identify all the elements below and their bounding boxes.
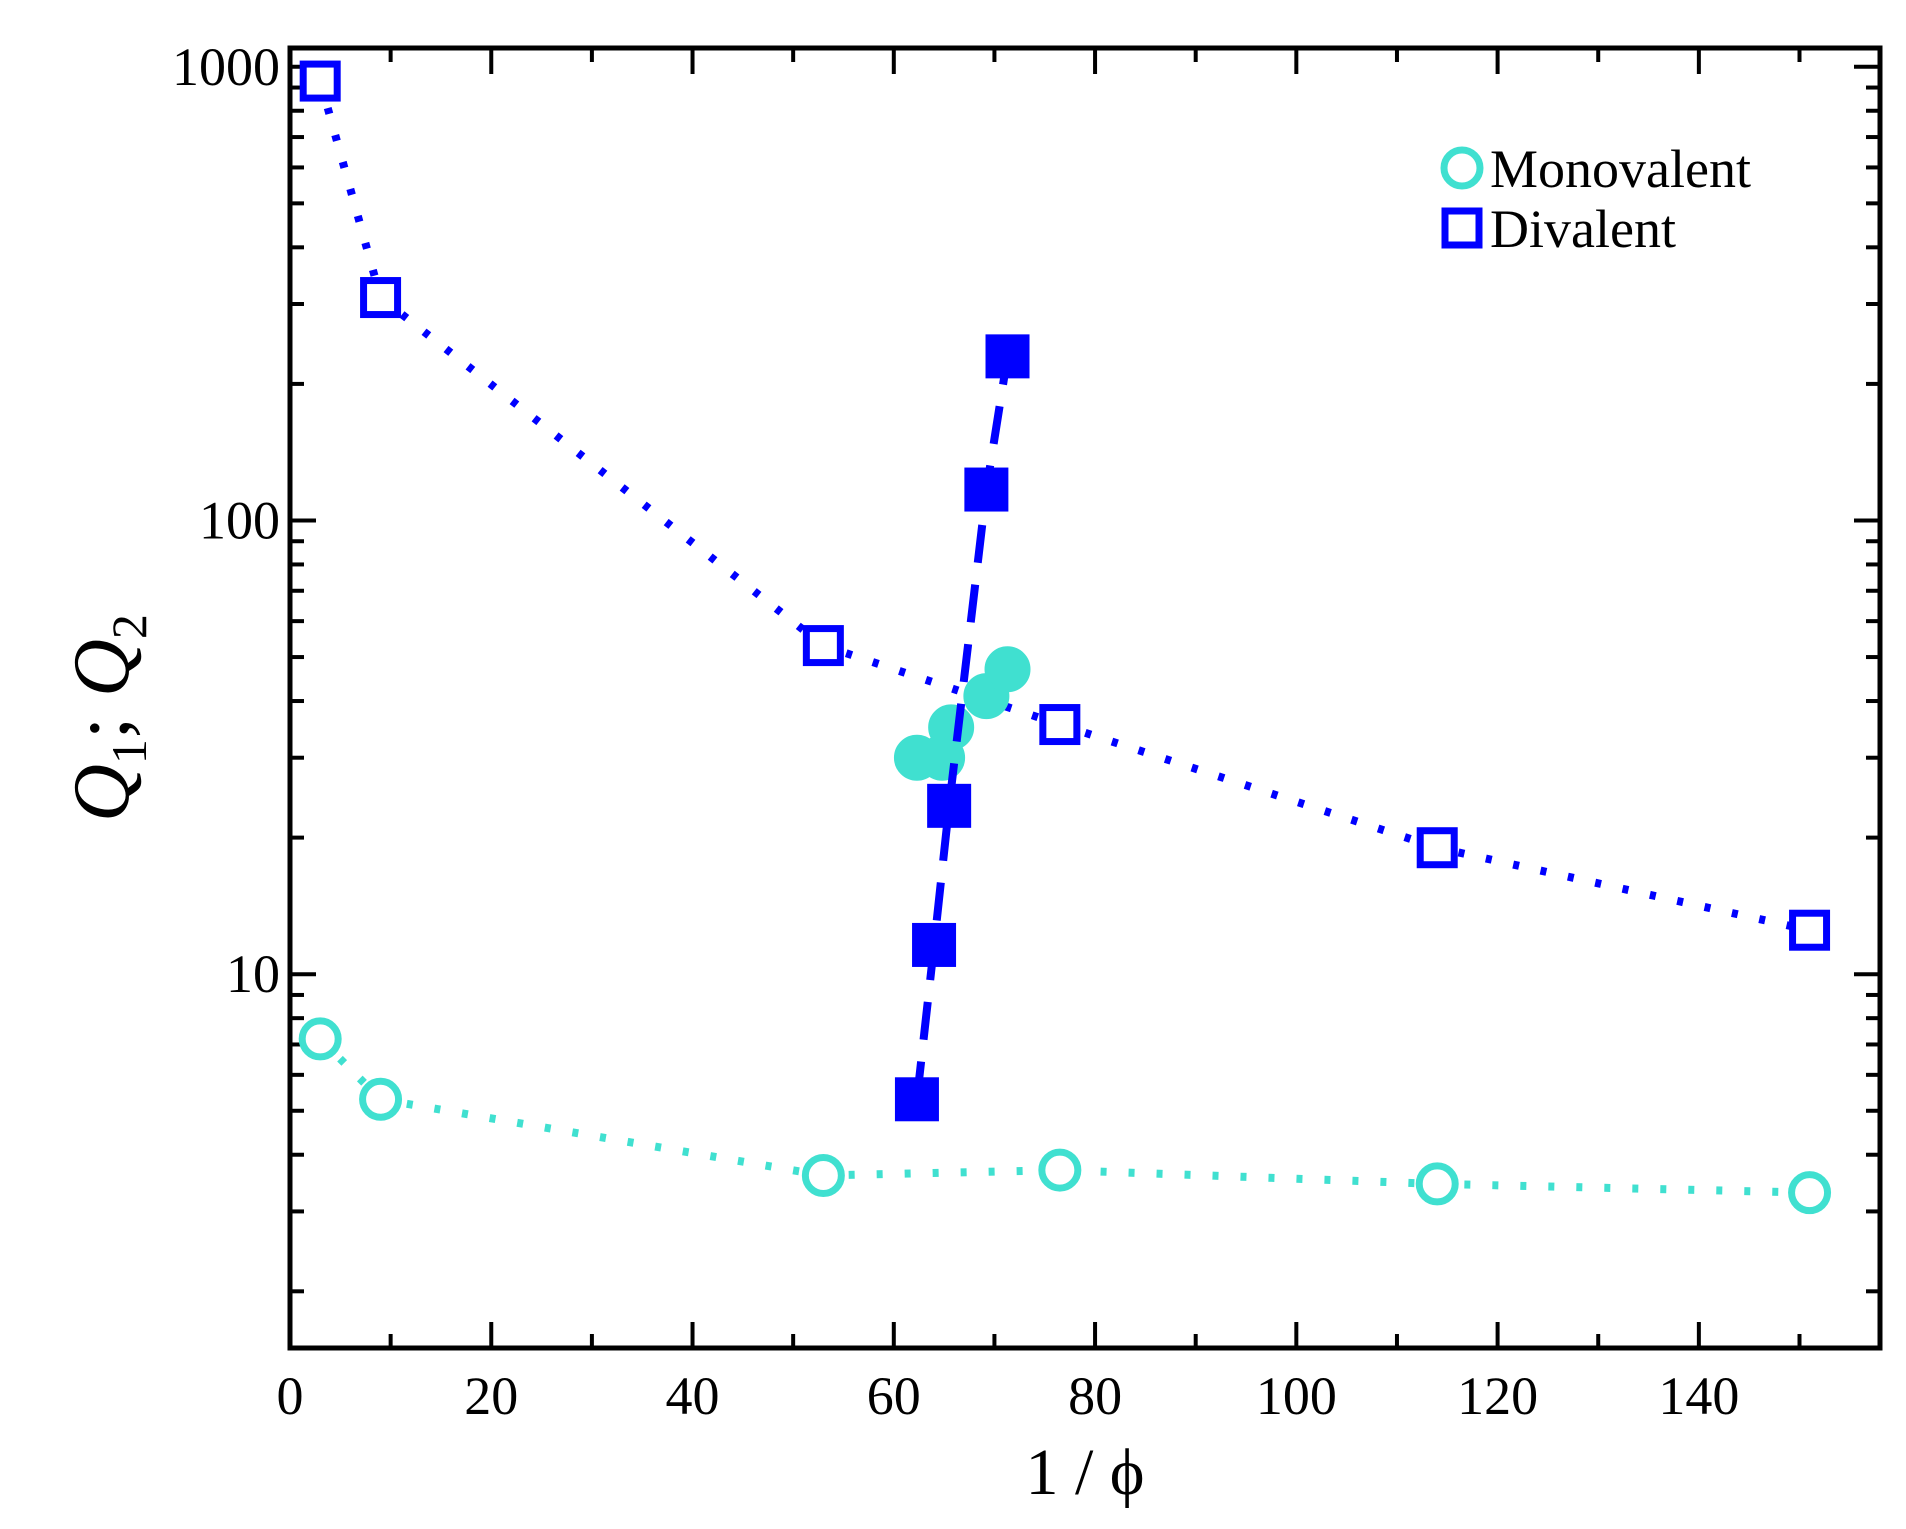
data-point-circle-filled [984,646,1031,693]
y-axis-title-sep: ; [58,697,146,739]
y-tick-label: 100 [199,490,280,550]
data-point-circle-open [1788,1171,1832,1215]
data-point-square-open [360,277,402,319]
data-point-circle-filled [928,704,975,751]
x-axis-title: 1 / ϕ [1025,1436,1144,1509]
data-point-circle-open [1038,1148,1082,1192]
y-axis-title: Q1; Q2 [58,614,157,822]
y-axis-title-sub1: 1 [101,739,157,764]
svg-text:Q1; Q2: Q1; Q2 [58,614,157,822]
x-tick-label: 80 [1068,1366,1122,1426]
x-tick-label: 100 [1256,1366,1337,1426]
y-axis-title-q1: Q [58,764,146,822]
legend-item-divalent: Divalent [1441,199,1676,259]
legend-marker-square [1441,207,1483,249]
data-point-circle-open [1415,1162,1459,1206]
data-point-square-open [1789,909,1831,951]
series-divalent-filled [894,334,1030,1122]
data-point-square-open [1039,704,1081,746]
axis-tick-labels: 0 20 40 60 80 100 120 140 10 100 1000 [172,37,1739,1426]
data-point-square-filled [985,334,1030,379]
x-tick-label: 120 [1457,1366,1538,1426]
y-tick-label: 10 [226,944,280,1004]
plot-frame [287,45,1883,1351]
legend-label: Divalent [1490,199,1676,259]
data-point-square-open [1416,827,1458,869]
data-point-square-filled [964,467,1009,512]
data-series [298,60,1832,1215]
legend-marker-circle [1440,146,1484,190]
data-point-square-filled [927,783,972,828]
y-tick-label: 1000 [172,37,280,97]
x-tick-label: 0 [277,1366,304,1426]
x-tick-label: 140 [1658,1366,1739,1426]
data-point-circle-open [801,1153,845,1197]
series-monovalent [298,1017,1832,1215]
data-point-square-filled [894,1077,939,1122]
x-tick-label: 40 [666,1366,720,1426]
x-tick-label: 20 [464,1366,518,1426]
series-divalent [299,60,1831,951]
y-axis-title-q2: Q [58,639,146,697]
data-point-square-open [299,60,341,102]
legend-item-monovalent: Monovalent [1440,139,1751,199]
data-point-circle-open [359,1077,403,1121]
y-axis-title-sub2: 2 [101,614,157,639]
legend-label: Monovalent [1490,139,1751,199]
data-point-square-filled [912,922,957,967]
data-point-circle-open [298,1017,342,1061]
x-tick-label: 60 [867,1366,921,1426]
data-point-square-open [802,625,844,667]
